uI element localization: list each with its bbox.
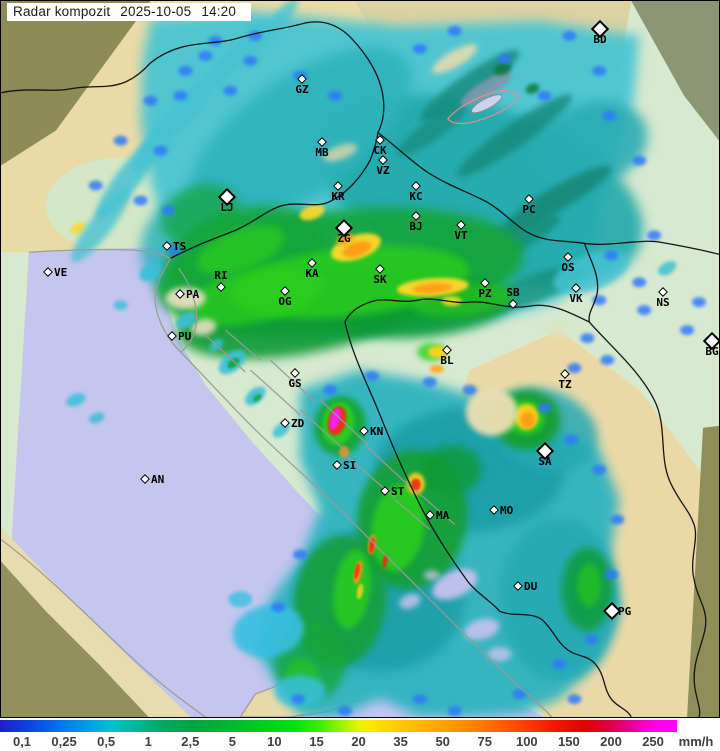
city-marker-KN bbox=[359, 426, 369, 436]
legend-tick-label: 250 bbox=[642, 734, 664, 749]
legend-tick-label: 200 bbox=[600, 734, 622, 749]
city-label-SA: SA bbox=[538, 455, 552, 468]
radar-map: Radar kompozit 2025-10-05 14:20 GZ BD MB CK… bbox=[0, 0, 720, 718]
city-label-TS: TS bbox=[173, 240, 187, 253]
city-label-RI: RI bbox=[214, 269, 228, 282]
legend-unit-label: mm/h bbox=[678, 734, 714, 749]
lake-balaton bbox=[446, 90, 521, 125]
city-label-PA: PA bbox=[186, 288, 200, 301]
legend-tick-label: 100 bbox=[515, 734, 538, 749]
city-marker-TS bbox=[162, 241, 172, 251]
legend-tick-label: 50 bbox=[435, 734, 450, 749]
city-label-PU: PU bbox=[178, 330, 192, 343]
city-label-OS: OS bbox=[561, 261, 575, 274]
city-label-SI: SI bbox=[343, 459, 357, 472]
city-label-PZ: PZ bbox=[478, 287, 492, 300]
legend-tick-label: 75 bbox=[477, 734, 492, 749]
legend-tick-label: 2,5 bbox=[181, 734, 200, 749]
legend-tick-label: 35 bbox=[393, 734, 408, 749]
legend-tick-label: 150 bbox=[558, 734, 580, 749]
city-label-KC: KC bbox=[409, 190, 423, 203]
city-label-MA: MA bbox=[436, 509, 450, 522]
legend-tick-label: 1 bbox=[144, 734, 152, 749]
city-label-VE: VE bbox=[54, 266, 68, 279]
city-label-GZ: GZ bbox=[295, 83, 309, 96]
city-label-GS: GS bbox=[288, 377, 302, 390]
city-label-ZD: ZD bbox=[291, 417, 305, 430]
city-label-KN: KN bbox=[370, 425, 384, 438]
intensity-legend: mm/h 0,1 0,25 0,5 1 2,5 5 10 15 20 35 50 75 100 150 20… bbox=[0, 718, 720, 751]
city-marker-PU bbox=[167, 331, 177, 341]
city-marker-layer: GZ BD MB CK VZ LJ KR KC PC BJ VT ZG TS KA SK OS VE RI PA OG… bbox=[1, 1, 720, 719]
city-label-MB: MB bbox=[315, 146, 329, 159]
city-label-LJ: LJ bbox=[220, 201, 234, 214]
city-label-MO: MO bbox=[500, 504, 514, 517]
city-label-SB: SB bbox=[506, 286, 520, 299]
city-marker-VE bbox=[43, 267, 53, 277]
country-borders bbox=[1, 21, 719, 717]
city-marker-SI bbox=[332, 460, 342, 470]
city-marker-MO bbox=[489, 505, 499, 515]
city-label-OG: OG bbox=[278, 295, 292, 308]
legend-color-bar bbox=[0, 720, 677, 732]
legend-tick-label: 10 bbox=[267, 734, 282, 749]
city-label-KR: KR bbox=[331, 190, 345, 203]
city-label-NS: NS bbox=[656, 296, 670, 309]
city-label-SK: SK bbox=[373, 273, 387, 286]
city-label-PC: PC bbox=[522, 203, 536, 216]
city-label-BG: BG bbox=[705, 345, 719, 358]
legend-tick-label: 0,1 bbox=[12, 734, 32, 749]
city-marker-PA bbox=[175, 289, 185, 299]
legend-tick-label: 15 bbox=[309, 734, 324, 749]
city-label-PG: PG bbox=[618, 605, 632, 618]
product-name: Radar kompozit bbox=[13, 4, 111, 19]
city-label-TZ: TZ bbox=[558, 378, 572, 391]
legend-tick-label: 0,25 bbox=[51, 734, 77, 749]
product-date: 2025-10-05 bbox=[120, 4, 192, 19]
legend-tick-labels: mm/h 0,1 0,25 0,5 1 2,5 5 10 15 20 35 50 75 100 150 20… bbox=[0, 734, 720, 751]
city-marker-ST bbox=[380, 486, 390, 496]
legend-tick-label: 5 bbox=[228, 734, 236, 749]
city-label-ST: ST bbox=[391, 485, 405, 498]
city-label-ZG: ZG bbox=[337, 232, 351, 245]
city-label-BD: BD bbox=[593, 33, 607, 46]
city-label-DU: DU bbox=[524, 580, 538, 593]
legend-tick-label: 0,5 bbox=[97, 734, 116, 749]
product-time: 14:20 bbox=[201, 4, 237, 19]
city-marker-MA bbox=[425, 510, 435, 520]
city-marker-AN bbox=[140, 474, 150, 484]
city-marker-DU bbox=[513, 581, 523, 591]
radar-map-canvas bbox=[1, 1, 719, 717]
city-label-VZ: VZ bbox=[376, 164, 390, 177]
city-marker-RI bbox=[216, 282, 226, 292]
city-label-BJ: BJ bbox=[409, 220, 423, 233]
city-label-AN: AN bbox=[151, 473, 165, 486]
city-label-VT: VT bbox=[454, 229, 468, 242]
legend-tick-label: 20 bbox=[351, 734, 366, 749]
city-label-KA: KA bbox=[305, 267, 319, 280]
city-label-CK: CK bbox=[373, 144, 387, 157]
city-label-BL: BL bbox=[440, 354, 454, 367]
city-marker-ZD bbox=[280, 418, 290, 428]
title-bar: Radar kompozit 2025-10-05 14:20 bbox=[7, 3, 252, 21]
city-label-VK: VK bbox=[569, 292, 583, 305]
city-marker-SB bbox=[508, 299, 518, 309]
